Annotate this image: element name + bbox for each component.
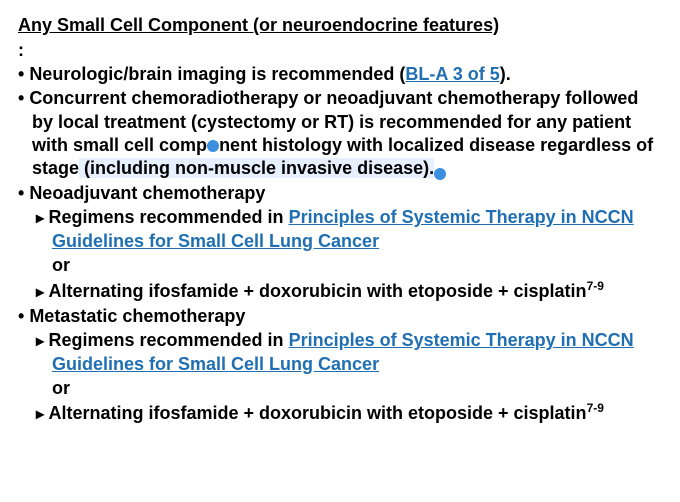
item2-highlight: (including non-muscle invasive disease). xyxy=(79,158,434,178)
bullet-item-3: Neoadjuvant chemotherapy xyxy=(18,182,662,205)
heading-colon: : xyxy=(18,40,24,60)
sub4-2-text: Alternating ifosfamide + doxorubicin wit… xyxy=(48,403,586,423)
sub3-2-sup: 7-9 xyxy=(587,279,604,293)
bullet-item-4: Metastatic chemotherapy xyxy=(18,305,662,328)
selection-start-handle[interactable] xyxy=(207,140,219,152)
heading-text: Any Small Cell Component (or neuroendocr… xyxy=(18,15,499,35)
sub-item-4-2: Alternating ifosfamide + doxorubicin wit… xyxy=(18,401,662,426)
sub4-1-pre: Regimens recommended in xyxy=(48,330,288,350)
selection-end-handle[interactable] xyxy=(434,168,446,180)
sub-item-3-or: or xyxy=(18,254,662,277)
sub3-2-text: Alternating ifosfamide + doxorubicin wit… xyxy=(48,281,586,301)
sub4-2-sup: 7-9 xyxy=(587,401,604,415)
bullet-item-2: Concurrent chemoradiotherapy or neoadjuv… xyxy=(18,87,662,181)
sub-item-4-1: Regimens recommended in Principles of Sy… xyxy=(18,329,662,376)
section-heading: Any Small Cell Component (or neuroendocr… xyxy=(18,14,662,37)
item4-text: Metastatic chemotherapy xyxy=(29,306,245,326)
link-bl-a[interactable]: BL-A 3 of 5 xyxy=(405,64,499,84)
item3-text: Neoadjuvant chemotherapy xyxy=(29,183,265,203)
bullet-item-1: Neurologic/brain imaging is recommended … xyxy=(18,63,662,86)
sub3-1-pre: Regimens recommended in xyxy=(48,207,288,227)
sub-item-3-2: Alternating ifosfamide + doxorubicin wit… xyxy=(18,279,662,304)
sub-item-4-or: or xyxy=(18,377,662,400)
sub-item-3-1: Regimens recommended in Principles of Sy… xyxy=(18,206,662,253)
item1-pre: Neurologic/brain imaging is recommended … xyxy=(29,64,405,84)
item1-post: ). xyxy=(500,64,511,84)
